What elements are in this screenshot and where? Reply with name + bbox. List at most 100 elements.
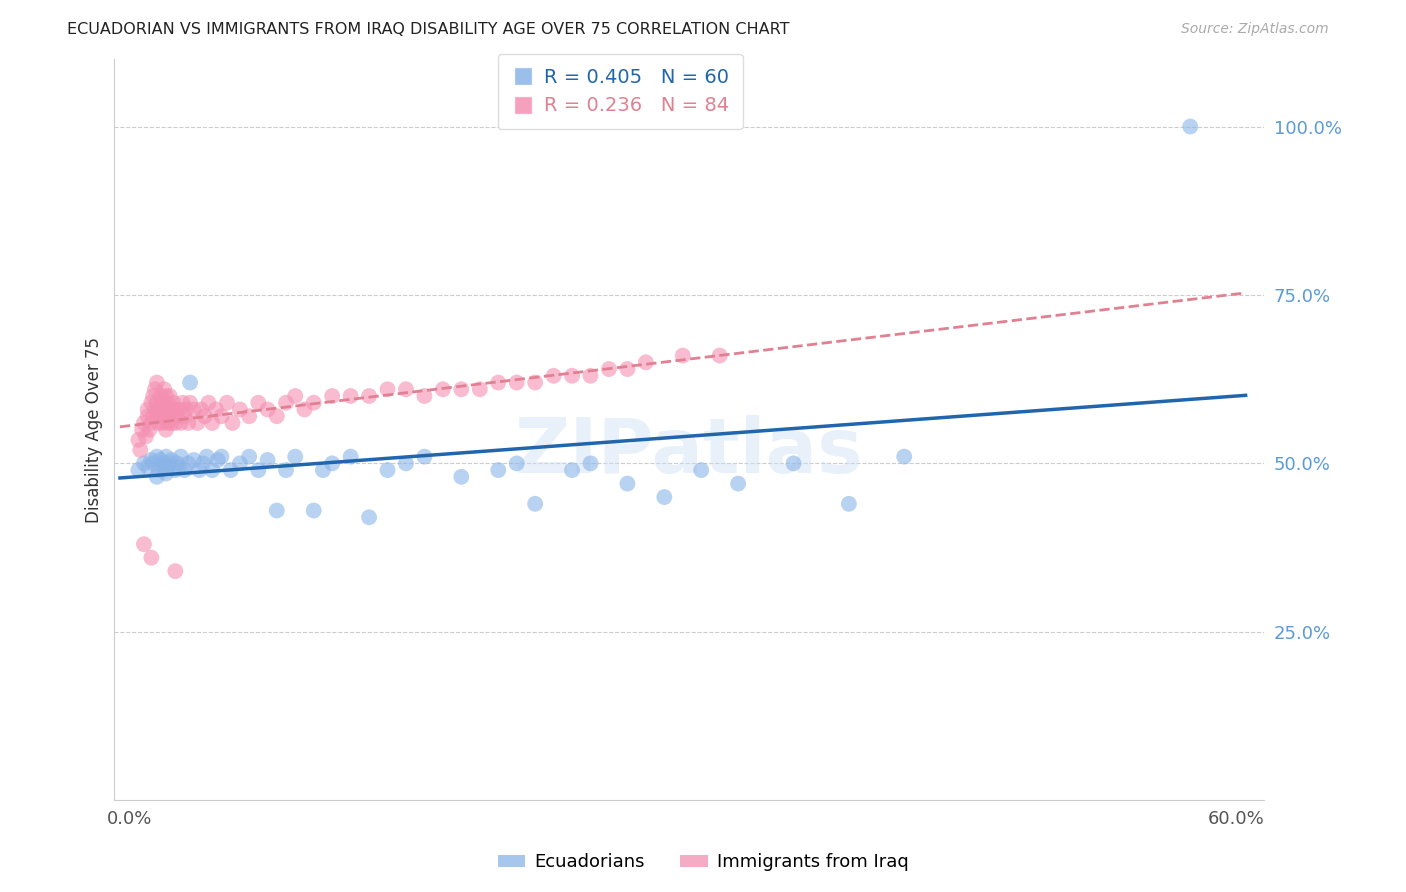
Point	[186, 416, 208, 430]
Point	[221, 416, 243, 430]
Point	[159, 409, 181, 424]
Point	[141, 453, 163, 467]
Point	[238, 450, 260, 464]
Point	[132, 416, 155, 430]
Point	[579, 368, 602, 383]
Point	[274, 396, 297, 410]
Point	[155, 423, 177, 437]
Point	[543, 368, 565, 383]
Point	[238, 409, 260, 424]
Point	[183, 402, 205, 417]
Point	[266, 409, 288, 424]
Point	[176, 402, 198, 417]
Point	[129, 442, 152, 457]
Point	[207, 453, 229, 467]
Point	[159, 389, 181, 403]
Point	[672, 349, 695, 363]
Point	[132, 537, 155, 551]
Point	[709, 349, 731, 363]
Point	[156, 396, 179, 410]
Point	[179, 396, 201, 410]
Point	[153, 456, 176, 470]
Point	[395, 456, 418, 470]
Point	[141, 550, 163, 565]
Point	[146, 409, 169, 424]
Point	[284, 389, 307, 403]
Point	[413, 389, 436, 403]
Point	[195, 450, 218, 464]
Point	[432, 382, 454, 396]
Point	[561, 463, 583, 477]
Point	[149, 409, 172, 424]
Point	[616, 476, 638, 491]
Point	[197, 396, 219, 410]
Point	[138, 423, 160, 437]
Point	[413, 450, 436, 464]
Point	[177, 416, 200, 430]
Point	[170, 416, 193, 430]
Text: ECUADORIAN VS IMMIGRANTS FROM IRAQ DISABILITY AGE OVER 75 CORRELATION CHART: ECUADORIAN VS IMMIGRANTS FROM IRAQ DISAB…	[67, 22, 790, 37]
Point	[167, 402, 190, 417]
Point	[486, 376, 509, 390]
Point	[190, 402, 212, 417]
Point	[450, 470, 472, 484]
Point	[616, 362, 638, 376]
Point	[229, 402, 252, 417]
Point	[524, 497, 547, 511]
Point	[143, 402, 166, 417]
Point	[167, 459, 190, 474]
Point	[893, 450, 915, 464]
Point	[256, 402, 278, 417]
Point	[155, 450, 177, 464]
Point	[143, 382, 166, 396]
Point	[505, 456, 527, 470]
Point	[155, 402, 177, 417]
Point	[690, 463, 713, 477]
Point	[141, 396, 163, 410]
Point	[146, 470, 169, 484]
Point	[173, 409, 195, 424]
Point	[153, 409, 176, 424]
Point	[294, 402, 316, 417]
Point	[136, 402, 159, 417]
Legend: Ecuadorians, Immigrants from Iraq: Ecuadorians, Immigrants from Iraq	[491, 847, 915, 879]
Text: Source: ZipAtlas.com: Source: ZipAtlas.com	[1181, 22, 1329, 37]
Point	[561, 368, 583, 383]
Point	[142, 456, 165, 470]
Point	[357, 510, 380, 524]
Point	[146, 376, 169, 390]
Point	[468, 382, 491, 396]
Point	[127, 433, 149, 447]
Point	[153, 382, 176, 396]
Point	[160, 416, 183, 430]
Point	[191, 456, 214, 470]
Point	[229, 456, 252, 470]
Point	[357, 389, 380, 403]
Point	[209, 450, 232, 464]
Point	[247, 396, 270, 410]
Point	[634, 355, 657, 369]
Point	[146, 396, 169, 410]
Point	[166, 456, 188, 470]
Point	[395, 382, 418, 396]
Point	[150, 396, 173, 410]
Point	[170, 450, 193, 464]
Point	[150, 459, 173, 474]
Point	[148, 416, 170, 430]
Point	[173, 463, 195, 477]
Point	[150, 416, 173, 430]
Point	[524, 376, 547, 390]
Point	[321, 456, 343, 470]
Point	[183, 453, 205, 467]
Point	[131, 423, 153, 437]
Point	[727, 476, 749, 491]
Point	[201, 416, 224, 430]
Point	[339, 450, 361, 464]
Point	[155, 467, 177, 481]
Point	[652, 490, 675, 504]
Point	[205, 402, 228, 417]
Point	[215, 396, 238, 410]
Point	[339, 389, 361, 403]
Point	[156, 416, 179, 430]
Point	[579, 456, 602, 470]
